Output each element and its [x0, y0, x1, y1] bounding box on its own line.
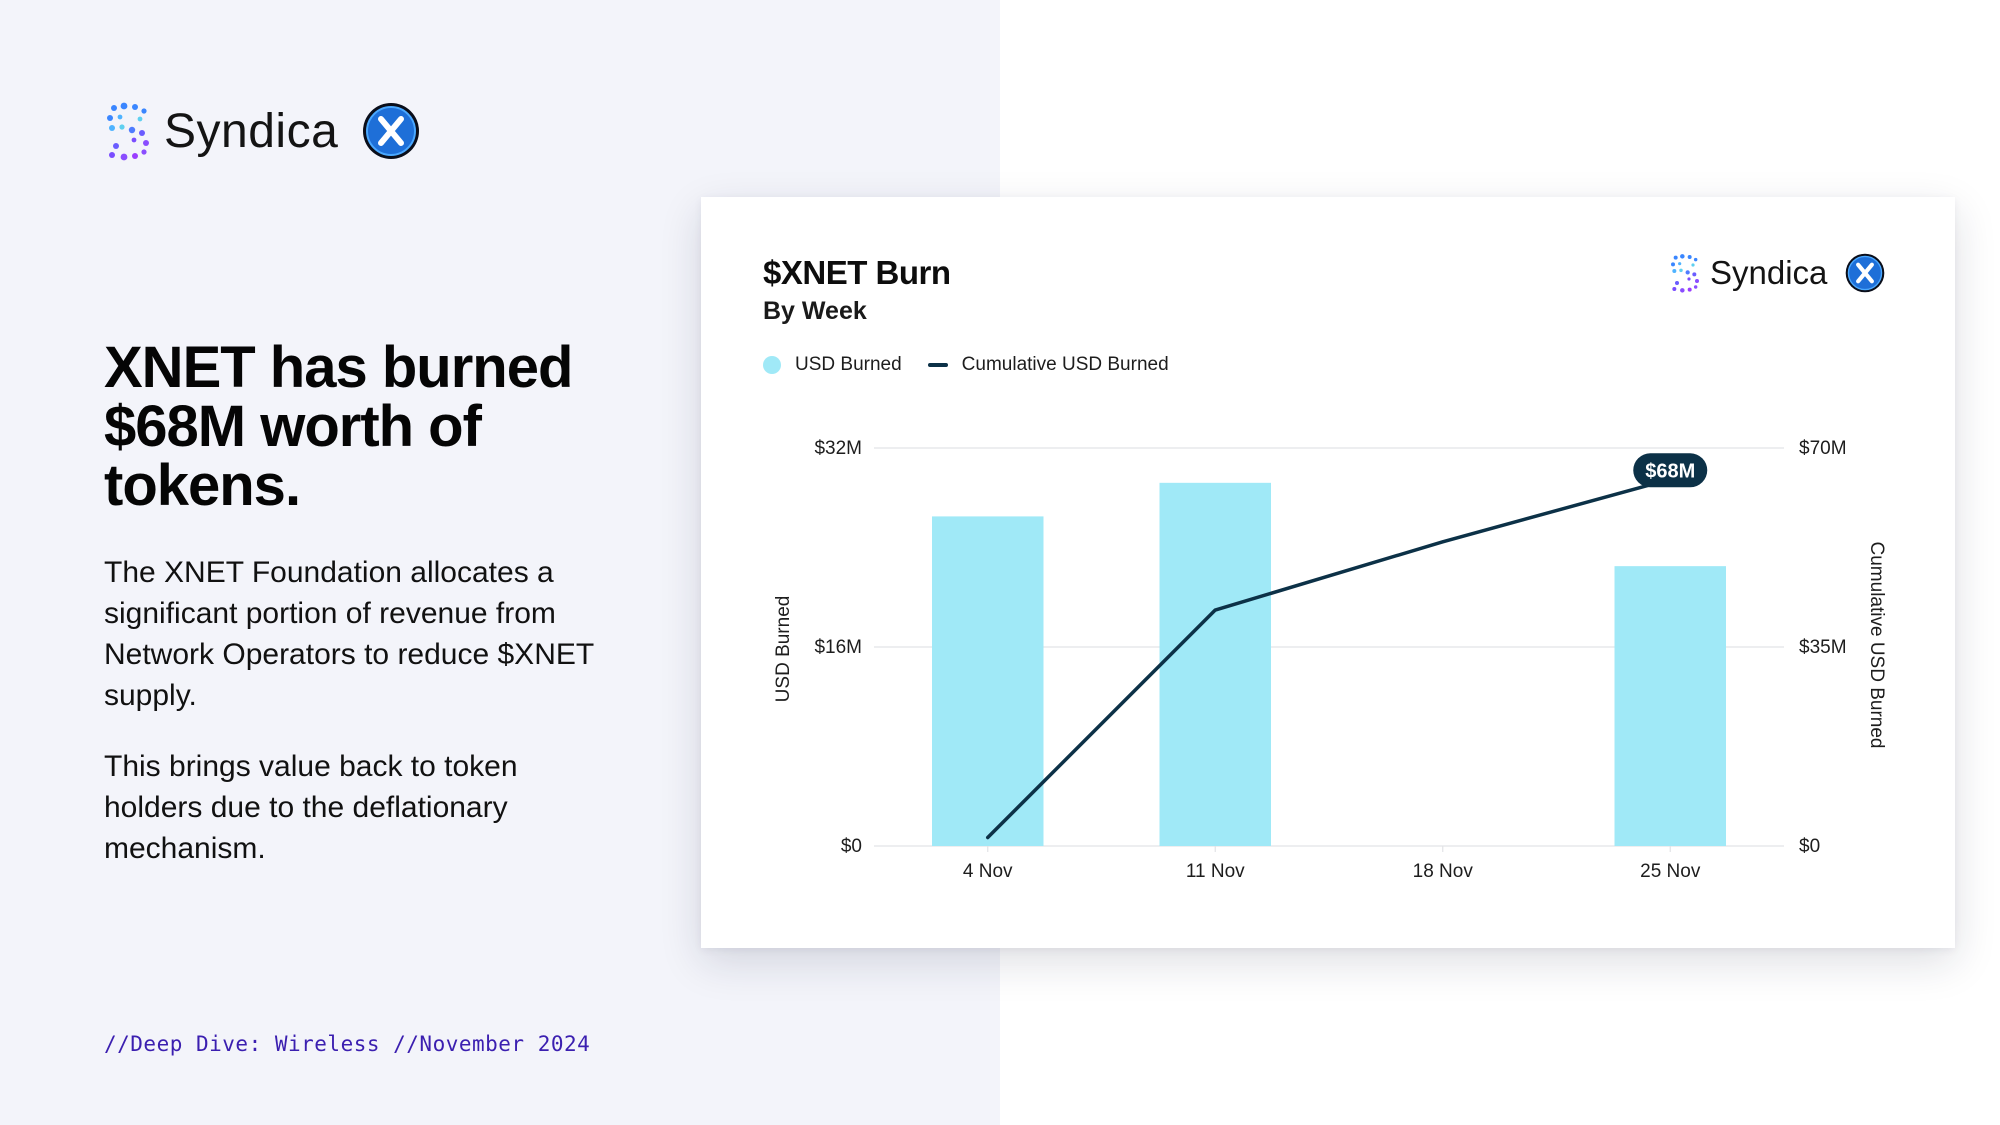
left-tick-label: $32M	[814, 438, 862, 459]
right-axis-title: Cumulative USD Burned	[1866, 542, 1887, 749]
syndica-logo-icon	[1671, 254, 1699, 293]
brand-header: Syndica	[104, 100, 420, 162]
headline: XNET has burned $68M worth of tokens.	[104, 335, 573, 518]
xnet-x-logo-icon	[363, 103, 420, 159]
brand-name: Syndica	[164, 104, 339, 158]
chart-brand-name: Syndica	[1710, 254, 1828, 291]
line-cumulative-usd-burned	[986, 477, 1672, 840]
chart-plot: $0 $16M $32M $0 $35M $70M 4 Nov 11 Nov 18 Nov 25 …	[773, 438, 1887, 882]
legend-label: USD Burned	[795, 354, 902, 375]
x-tick-label: 4 Nov	[963, 861, 1013, 882]
xnet-x-logo-icon	[1846, 253, 1885, 293]
bar-25-nov	[1614, 566, 1726, 846]
bar-11-nov	[1159, 482, 1271, 846]
x-tick-label: 25 Nov	[1640, 861, 1701, 882]
body-paragraph-1: The XNET Foundation allocates a signific…	[104, 556, 594, 712]
chart-brand: Syndica	[1669, 252, 1885, 294]
footer-tagline: //Deep Dive: Wireless //November 2024	[104, 1032, 591, 1056]
legend-label: Cumulative USD Burned	[961, 354, 1169, 375]
body-paragraph-2: This brings value back to token holders …	[104, 750, 518, 865]
legend-swatch-line	[927, 363, 948, 367]
right-tick-label: $70M	[1799, 438, 1847, 459]
left-axis-title: USD Burned	[773, 596, 794, 703]
annotation-label: $68M	[1645, 460, 1695, 482]
x-tick-label: 11 Nov	[1186, 861, 1245, 882]
syndica-logo-icon	[107, 102, 149, 161]
legend-swatch-bar	[763, 356, 781, 374]
legend-item-usd-burned[interactable]: USD Burned	[763, 354, 902, 376]
chart-subtitle: By Week	[763, 297, 867, 325]
chart-title: $XNET Burn	[763, 254, 951, 291]
left-tick-label: $0	[841, 836, 862, 857]
bar-4-nov	[932, 516, 1044, 846]
x-tick-label: 18 Nov	[1413, 861, 1474, 882]
left-tick-label: $16M	[814, 637, 862, 658]
annotation-badge	[1633, 453, 1708, 488]
right-tick-label: $0	[1799, 836, 1820, 857]
legend-item-cumulative[interactable]: Cumulative USD Burned	[927, 354, 1169, 376]
chart-legend: USD Burned Cumulative USD Burned	[763, 354, 1195, 376]
right-tick-label: $35M	[1799, 637, 1847, 658]
chart-card: $XNET Burn By Week Syndica USD Burned	[701, 197, 1955, 948]
